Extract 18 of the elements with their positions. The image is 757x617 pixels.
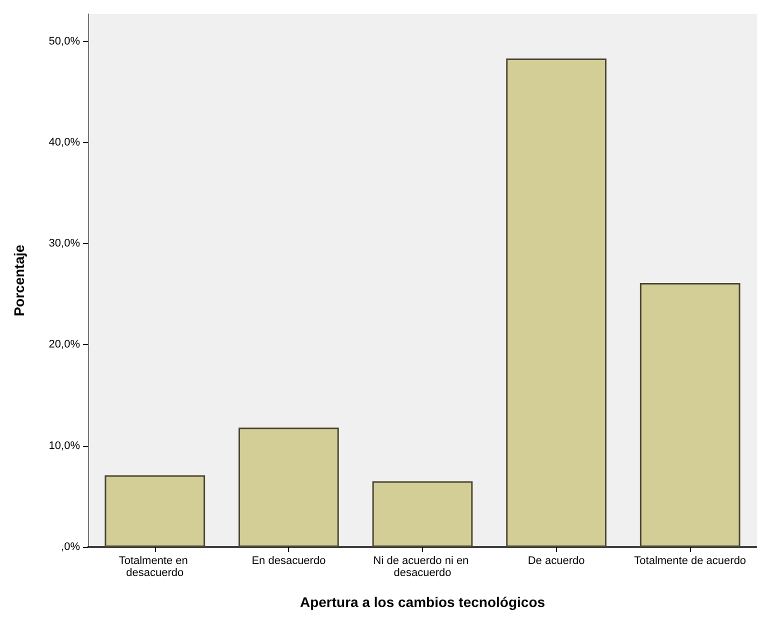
y-tick-label: 50,0% [48,35,80,48]
y-tick-label: ,0% [61,541,80,553]
bar [640,283,740,547]
x-axis-title: Apertura a los cambios tecnológicos [300,594,546,610]
bar [506,58,606,547]
y-axis-title: Porcentaje [11,244,27,316]
y-tick-label: 10,0% [48,440,80,452]
y-tick-label: 30,0% [48,238,80,250]
x-tick-label: Totalmente en desacuerdo [118,555,191,579]
x-tick-label: Totalmente de acuerdo [634,555,746,567]
bar [104,475,206,547]
x-tick-label: En desacuerdo [252,555,326,567]
bar [372,481,473,547]
x-tick-label: De acuerdo [528,555,585,567]
y-tick-label: 40,0% [48,136,80,148]
bar [238,428,339,547]
y-tick-label: 20,0% [48,338,80,351]
x-tick-label: Ni de acuerdo ni en desacuerdo [373,555,472,579]
